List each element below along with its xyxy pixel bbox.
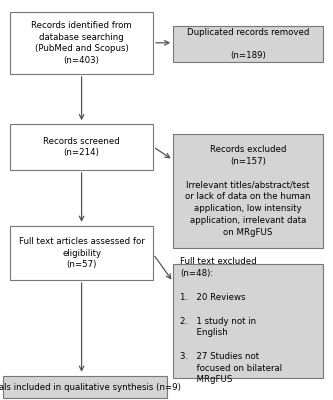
FancyBboxPatch shape (173, 264, 323, 378)
Text: Records excluded
(n=157)

Irrelevant titles/abstract/test
or lack of data on the: Records excluded (n=157) Irrelevant titl… (185, 145, 311, 237)
FancyBboxPatch shape (173, 26, 323, 62)
Text: Records identified from
database searching
(PubMed and Scopus)
(n=403): Records identified from database searchi… (31, 21, 132, 65)
Text: Duplicated records removed

(n=189): Duplicated records removed (n=189) (187, 28, 309, 60)
Text: Records screened
(n=214): Records screened (n=214) (43, 137, 120, 158)
Text: Full text excluded
(n=48):

1.   20 Reviews

2.   1 study not in
      English

: Full text excluded (n=48): 1. 20 Reviews… (180, 258, 282, 384)
FancyBboxPatch shape (10, 12, 153, 74)
FancyBboxPatch shape (173, 134, 323, 248)
Text: Full text articles assessed for
eligibility
(n=57): Full text articles assessed for eligibil… (19, 237, 145, 269)
Text: Trials included in qualitative synthesis (n=9): Trials included in qualitative synthesis… (0, 382, 181, 392)
FancyBboxPatch shape (10, 124, 153, 170)
FancyBboxPatch shape (10, 226, 153, 280)
FancyBboxPatch shape (3, 376, 166, 398)
